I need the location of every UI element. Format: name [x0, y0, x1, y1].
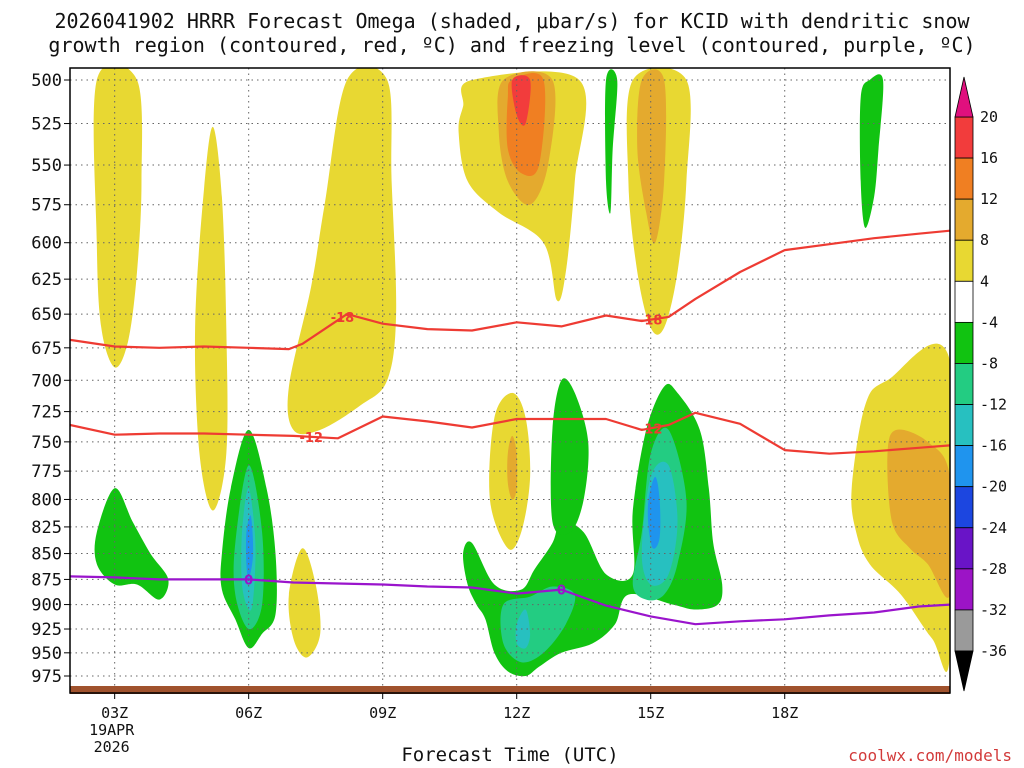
- pressure-tick-label: 800: [31, 490, 62, 510]
- omega-region-15: [94, 488, 169, 600]
- pressure-tick-label: 975: [31, 667, 62, 687]
- colorbar-swatch: [954, 280, 974, 323]
- contour-label: -12: [299, 431, 323, 446]
- pressure-tick-label: 825: [31, 518, 62, 538]
- omega-region-25: [515, 609, 531, 649]
- pressure-tick-label: 700: [31, 371, 62, 391]
- date-label: 19APR: [89, 721, 135, 739]
- pressure-tick-label: 850: [31, 545, 62, 565]
- x-axis-title: Forecast Time (UTC): [401, 744, 619, 766]
- colorbar-label: -36: [980, 642, 1007, 660]
- colorbar-swatch: [954, 239, 974, 282]
- omega-region-23: [550, 378, 589, 536]
- colorbar-label: -28: [980, 560, 1007, 578]
- time-tick-label: 09Z: [369, 704, 396, 722]
- site-credit[interactable]: coolwx.com/models: [848, 746, 1012, 765]
- contour-label: 0: [244, 573, 253, 588]
- colorbar-bottom-arrow: [954, 650, 974, 692]
- colorbar-label: -8: [980, 354, 998, 372]
- pressure-tick-label: 650: [31, 305, 62, 325]
- colorbar-swatch: [954, 486, 974, 529]
- contour-line-1: [70, 229, 950, 351]
- pressure-tick-label: 525: [31, 115, 62, 135]
- chart-title-line-2: growth region (contoured, red, ºC) and f…: [48, 33, 976, 57]
- omega-region-19: [246, 515, 254, 580]
- omega-region-10: [637, 69, 667, 244]
- colorbar-label: -4: [980, 313, 998, 331]
- pressure-tick-label: 500: [31, 71, 62, 91]
- time-tick-label: 03Z: [101, 704, 128, 722]
- pressure-tick-label: 550: [31, 156, 62, 176]
- colorbar-label: 8: [980, 231, 989, 249]
- contour-label: -18: [331, 311, 355, 326]
- pressure-tick-label: 575: [31, 196, 62, 216]
- contour-label: -18: [639, 314, 663, 329]
- colorbar-swatch: [954, 116, 974, 159]
- colorbar-label: -32: [980, 601, 1007, 619]
- colorbar-label: 20: [980, 108, 998, 126]
- contour-label: -12: [639, 422, 663, 437]
- time-tick-label: 18Z: [771, 704, 798, 722]
- time-tick-label: 06Z: [235, 704, 262, 722]
- pressure-tick-label: 600: [31, 234, 62, 254]
- omega-region-1: [93, 68, 143, 368]
- omega-region-4: [288, 548, 321, 658]
- time-tick-label: 12Z: [503, 704, 530, 722]
- year-label: 2026: [94, 738, 130, 756]
- chart-title-line-1: 2026041902 HRRR Forecast Omega (shaded, …: [54, 9, 970, 33]
- pressure-tick-label: 625: [31, 270, 62, 290]
- colorbar-swatch: [954, 404, 974, 447]
- contour-line-2: [70, 411, 950, 455]
- colorbar-label: -16: [980, 437, 1007, 455]
- contour-label: 0: [557, 584, 566, 599]
- terrain-surface-strip: [70, 686, 950, 694]
- pressure-tick-label: 775: [31, 462, 62, 482]
- pressure-axis: 500 525 550 575 600 625 650 675 700 725 750 775 800 8…: [31, 71, 70, 687]
- colorbar-swatch: [954, 527, 974, 570]
- omega-region-12: [507, 435, 518, 500]
- colorbar-swatch: [954, 157, 974, 200]
- omega-region-21: [859, 74, 884, 228]
- pressure-tick-label: 925: [31, 620, 62, 640]
- contour-line-3: [70, 575, 950, 626]
- colorbar-swatch: [954, 198, 974, 241]
- pressure-tick-label: 900: [31, 596, 62, 616]
- pressure-tick-label: 725: [31, 403, 62, 423]
- omega-region-20: [605, 69, 618, 214]
- pressure-tick-label: 675: [31, 339, 62, 359]
- gridlines: [70, 68, 950, 693]
- omega-region-2: [194, 126, 228, 511]
- colorbar-top-arrow: [954, 76, 974, 118]
- omega-colorbar: 20 16 12 8 4 -4 -8 -12 -16 -20 -24 -28 -32 -36: [954, 76, 1007, 692]
- colorbar-label: -20: [980, 478, 1007, 496]
- colorbar-label: 16: [980, 149, 998, 167]
- omega-region-3: [287, 68, 397, 435]
- colorbar-label: 12: [980, 190, 998, 208]
- temperature-contours: -18 -18 -12 -12 0 0: [70, 229, 950, 626]
- omega-shaded-regions: [93, 68, 950, 677]
- colorbar-swatch: [954, 321, 974, 364]
- pressure-tick-label: 950: [31, 644, 62, 664]
- colorbar-swatch: [954, 363, 974, 405]
- colorbar-label: 4: [980, 272, 989, 290]
- colorbar-swatch: [954, 568, 974, 611]
- colorbar-label: -12: [980, 396, 1007, 414]
- colorbar-label: -24: [980, 519, 1007, 537]
- pressure-tick-label: 750: [31, 433, 62, 453]
- colorbar-swatch: [954, 445, 974, 488]
- colorbar-swatch: [954, 609, 974, 652]
- time-tick-label: 15Z: [637, 704, 664, 722]
- pressure-tick-label: 875: [31, 570, 62, 590]
